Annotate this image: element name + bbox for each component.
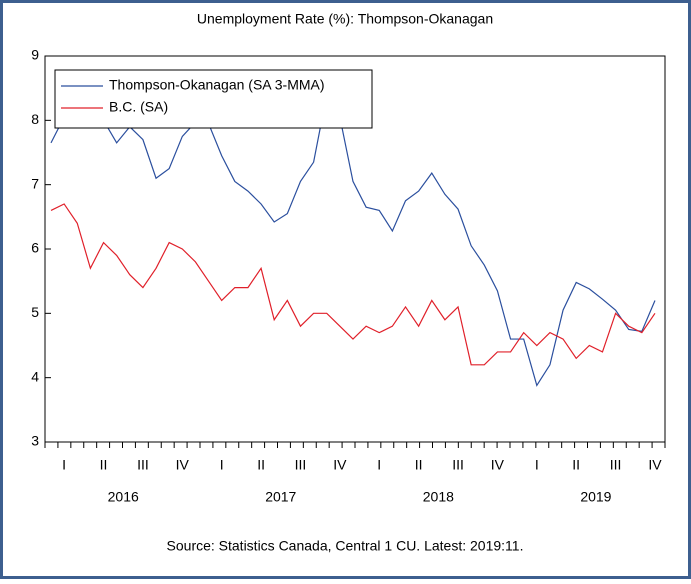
x-tick-label: IV — [176, 457, 190, 473]
x-tick-label: I — [220, 457, 224, 473]
legend-box — [54, 69, 373, 129]
legend-label: Thompson-Okanagan (SA 3-MMA) — [109, 77, 325, 93]
year-label: 2019 — [580, 489, 611, 505]
x-tick-label: IV — [648, 457, 662, 473]
source-note: Source: Statistics Canada, Central 1 CU.… — [167, 538, 524, 554]
x-tick-label: I — [535, 457, 539, 473]
series-line — [50, 203, 656, 366]
year-label: 2016 — [108, 489, 139, 505]
x-tick-label: II — [100, 457, 108, 473]
x-tick-label: III — [295, 457, 307, 473]
x-tick-label: I — [377, 457, 381, 473]
y-tick-label: 7 — [31, 175, 39, 191]
x-tick-label: I — [62, 457, 66, 473]
y-tick-label: 3 — [31, 433, 39, 449]
y-tick-label: 6 — [31, 240, 39, 256]
y-tick-label: 9 — [31, 47, 39, 63]
y-tick-label: 5 — [31, 304, 39, 320]
y-tick-label: 8 — [31, 111, 39, 127]
y-tick-label: 4 — [31, 368, 39, 384]
x-tick-label: IV — [333, 457, 347, 473]
legend-label: B.C. (SA) — [109, 99, 168, 115]
x-tick-label: III — [137, 457, 149, 473]
x-tick-label: III — [610, 457, 622, 473]
year-label: 2018 — [423, 489, 454, 505]
chart-title: Unemployment Rate (%): Thompson-Okanagan — [197, 11, 493, 27]
x-tick-label: II — [572, 457, 580, 473]
x-tick-label: II — [257, 457, 265, 473]
year-label: 2017 — [265, 489, 296, 505]
series-line — [50, 92, 656, 387]
x-tick-label: IV — [491, 457, 505, 473]
x-tick-label: II — [415, 457, 423, 473]
x-tick-label: III — [452, 457, 464, 473]
